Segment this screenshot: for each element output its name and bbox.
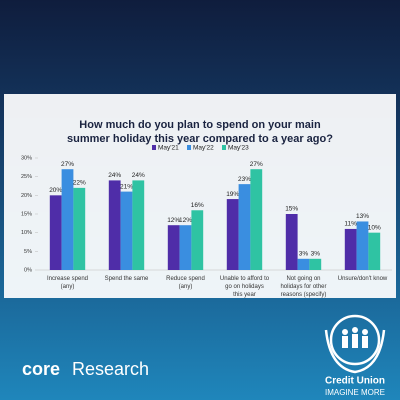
y-tick-label: 0% xyxy=(24,267,32,273)
data-label: 21% xyxy=(120,183,133,190)
legend-label: May'21 xyxy=(158,145,179,152)
x-tick-label: Not going on holidays for other reasons … xyxy=(280,276,327,298)
data-label: 27% xyxy=(61,161,74,168)
bar xyxy=(285,214,298,270)
x-tick-label: Reduce spend (any) xyxy=(166,276,205,290)
data-label: 13% xyxy=(356,213,369,220)
data-label: 24% xyxy=(108,172,121,179)
x-tick-label: Unable to afford to go on holidays this … xyxy=(219,276,270,298)
data-label: 27% xyxy=(250,161,263,168)
brand-name: Credit Union xyxy=(325,376,385,387)
brand-core: core xyxy=(22,359,60,379)
data-label: 11% xyxy=(344,221,357,228)
bar xyxy=(191,210,204,270)
x-tick-label: Increase spend (any) xyxy=(46,276,88,290)
bar xyxy=(250,169,263,270)
logo-figures xyxy=(342,327,368,348)
bar xyxy=(132,180,145,270)
y-tick-label: 5% xyxy=(24,249,32,255)
data-label: 23% xyxy=(238,176,251,183)
bar xyxy=(108,180,121,270)
bar xyxy=(49,195,62,270)
x-tick-label: Spend the same xyxy=(104,276,149,282)
data-label: 16% xyxy=(191,202,204,209)
bar xyxy=(61,169,74,270)
credit-union-logo xyxy=(324,314,386,374)
brand-research: Research xyxy=(72,359,149,379)
data-label: 15% xyxy=(285,206,298,213)
bar xyxy=(344,228,357,270)
data-label: 24% xyxy=(132,172,145,179)
bar xyxy=(179,225,192,270)
legend-label: May'22 xyxy=(193,145,214,152)
y-tick-label: 25% xyxy=(21,174,32,180)
bar xyxy=(309,258,322,270)
y-tick-label: 30% xyxy=(21,155,32,161)
data-label: 3% xyxy=(311,251,321,258)
brand-tagline: IMAGINE MORE xyxy=(325,388,385,397)
data-label: 3% xyxy=(299,251,309,258)
y-tick-label: 20% xyxy=(21,193,32,199)
data-label: 22% xyxy=(73,180,86,187)
bar xyxy=(120,191,133,270)
chart-title: How much do you plan to spend on your ma… xyxy=(67,119,333,145)
bar xyxy=(226,199,239,270)
data-label: 12% xyxy=(167,217,180,224)
bar xyxy=(356,221,369,270)
bar xyxy=(73,187,86,270)
bar xyxy=(238,184,251,270)
data-label: 10% xyxy=(368,224,381,231)
bar xyxy=(167,225,180,270)
bar xyxy=(368,232,381,270)
y-tick-label: 10% xyxy=(21,230,32,236)
legend-label: May'23 xyxy=(228,145,249,152)
data-label: 19% xyxy=(226,191,239,198)
legend-swatch xyxy=(187,145,191,150)
bar xyxy=(297,258,310,270)
y-tick-label: 15% xyxy=(21,211,32,217)
data-label: 12% xyxy=(179,217,192,224)
legend-swatch xyxy=(152,145,156,150)
data-label: 20% xyxy=(49,187,62,194)
x-tick-label: Unsure/don't know xyxy=(337,276,388,282)
legend-swatch xyxy=(222,145,226,150)
